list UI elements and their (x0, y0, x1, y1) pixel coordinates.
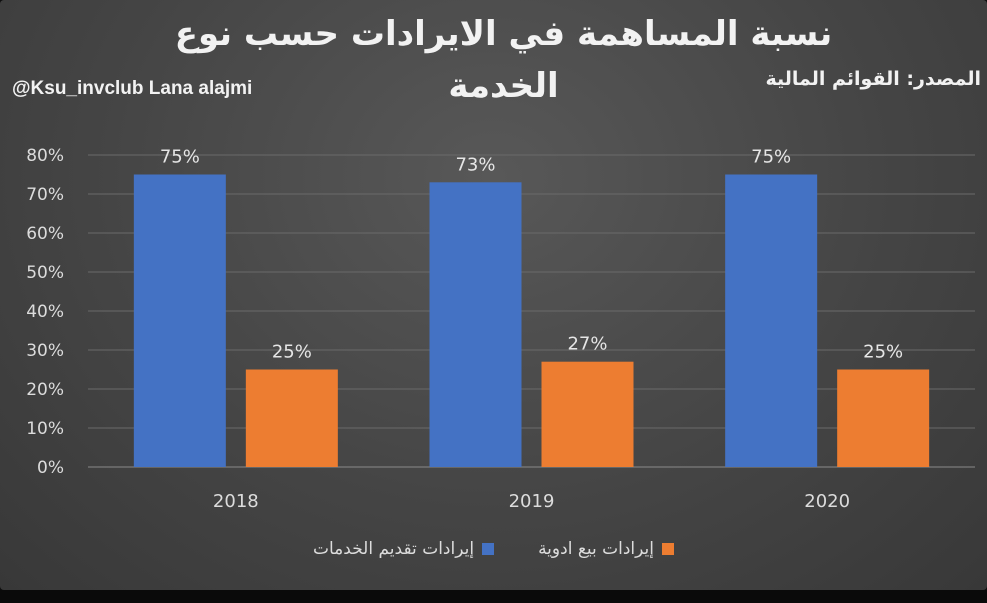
bar-drugs (837, 369, 930, 467)
y-tick-label: 40% (26, 302, 64, 322)
chart-title-line-1: نسبة المساهمة في الايرادات حسب نوع (174, 14, 833, 54)
data-label: 73% (455, 154, 495, 175)
bar-services (725, 174, 818, 467)
chart-legend: إيرادات تقديم الخدمات إيرادات بيع ادوية (0, 539, 987, 559)
legend-swatch-services (482, 543, 495, 555)
y-tick-label: 0% (37, 458, 64, 478)
legend-item-services: إيرادات تقديم الخدمات (313, 539, 495, 559)
legend-label-services: إيرادات تقديم الخدمات (313, 539, 475, 559)
y-tick-label: 10% (26, 419, 64, 439)
x-tick-label: 2019 (509, 491, 555, 512)
bottom-strip (0, 590, 987, 603)
bar-services (133, 174, 226, 467)
chart-frame: نسبة المساهمة في الايرادات حسب نوع الخدم… (0, 0, 987, 590)
y-tick-label: 60% (26, 224, 64, 244)
data-label: 25% (863, 342, 903, 363)
data-label: 75% (751, 147, 791, 168)
legend-label-drugs: إيرادات بيع ادوية (538, 539, 654, 559)
legend-swatch-drugs (661, 543, 674, 555)
y-tick-label: 70% (26, 185, 64, 205)
bar-drugs (245, 369, 338, 467)
bar-chart: 0% 10% 20% 30% 40% 50% 60% 70% 80% 75% 25% 2018 73% 2… (26, 146, 975, 512)
y-tick-label: 20% (26, 380, 64, 400)
source-note: المصدر: القوائم المالية (765, 68, 981, 90)
bar-services (429, 182, 522, 468)
x-tick-label: 2020 (804, 491, 850, 512)
y-tick-label: 30% (26, 341, 64, 361)
y-tick-label: 80% (26, 146, 64, 166)
author-watermark: @Ksu_invclub Lana alajmi (12, 78, 253, 99)
data-label: 75% (160, 147, 200, 168)
chart-title-line-2: الخدمة (448, 66, 559, 106)
legend-item-drugs: إيرادات بيع ادوية (538, 539, 674, 559)
x-tick-label: 2018 (213, 491, 259, 512)
data-label: 25% (272, 342, 312, 363)
data-label: 27% (567, 334, 607, 355)
bar-drugs (541, 361, 634, 467)
y-tick-label: 50% (26, 263, 64, 283)
